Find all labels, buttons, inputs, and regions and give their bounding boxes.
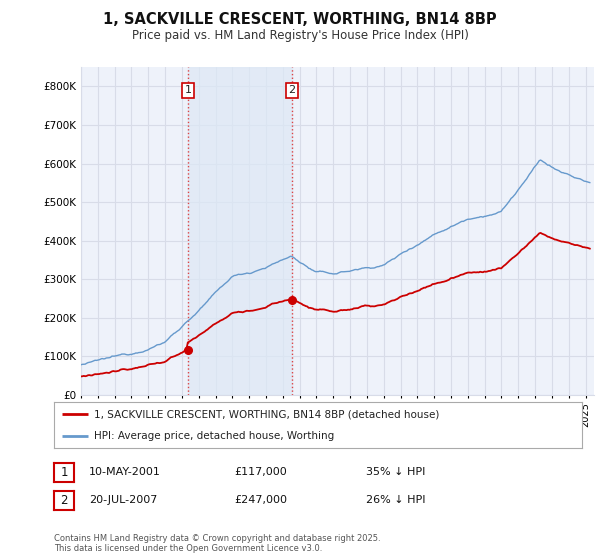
Text: 2: 2 (61, 493, 68, 507)
Text: £247,000: £247,000 (234, 495, 287, 505)
Text: Price paid vs. HM Land Registry's House Price Index (HPI): Price paid vs. HM Land Registry's House … (131, 29, 469, 42)
Text: 1: 1 (184, 85, 191, 95)
Text: 10-MAY-2001: 10-MAY-2001 (89, 467, 161, 477)
Text: 1, SACKVILLE CRESCENT, WORTHING, BN14 8BP (detached house): 1, SACKVILLE CRESCENT, WORTHING, BN14 8B… (94, 409, 439, 419)
Text: 35% ↓ HPI: 35% ↓ HPI (366, 467, 425, 477)
Bar (188, 67, 292, 395)
Text: 1, SACKVILLE CRESCENT, WORTHING, BN14 8BP: 1, SACKVILLE CRESCENT, WORTHING, BN14 8B… (103, 12, 497, 27)
Text: £117,000: £117,000 (234, 467, 287, 477)
Text: 2: 2 (289, 85, 296, 95)
Text: 1: 1 (61, 465, 68, 479)
Text: Contains HM Land Registry data © Crown copyright and database right 2025.
This d: Contains HM Land Registry data © Crown c… (54, 534, 380, 553)
Text: HPI: Average price, detached house, Worthing: HPI: Average price, detached house, Wort… (94, 431, 334, 441)
Text: 26% ↓ HPI: 26% ↓ HPI (366, 495, 425, 505)
Text: 20-JUL-2007: 20-JUL-2007 (89, 495, 157, 505)
